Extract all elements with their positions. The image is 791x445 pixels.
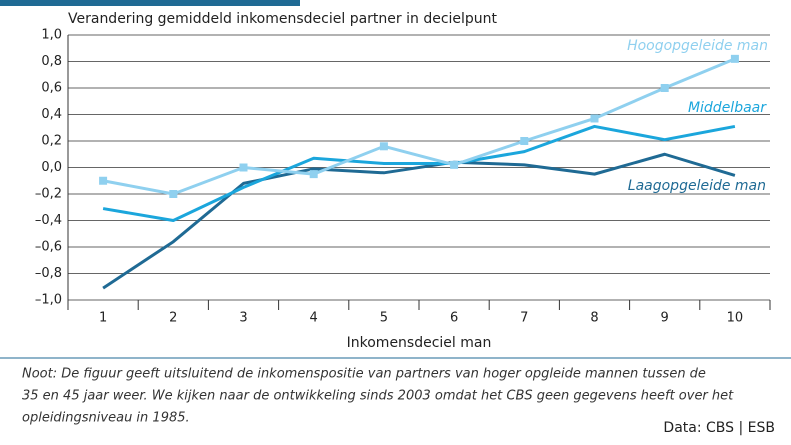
x-tick-label: 2 — [169, 311, 177, 326]
x-tick-label: 3 — [239, 311, 247, 326]
point — [730, 54, 739, 63]
point — [309, 170, 318, 179]
series-label: Middelbaar — [688, 100, 767, 116]
y-tick-label: 1,0 — [41, 28, 62, 43]
y-tick-label: –1,0 — [35, 293, 62, 308]
y-tick-label: –0,8 — [35, 266, 62, 281]
y-tick-label: 0,6 — [41, 81, 62, 96]
point — [520, 137, 529, 145]
y-tick-label: 0,4 — [41, 107, 62, 122]
series-label: Laagopgeleide man — [628, 178, 766, 194]
series-line — [102, 124, 736, 222]
x-tick-label: 9 — [661, 311, 669, 326]
y-tick-label: 0,8 — [41, 54, 62, 69]
point — [169, 190, 178, 198]
header-band — [0, 0, 300, 6]
series-line — [102, 57, 736, 196]
x-tick-label: 10 — [727, 311, 744, 326]
x-tick-label: 4 — [310, 311, 318, 326]
note-line: opleidingsniveau in 1985. — [22, 411, 190, 426]
y-tick-label: 0,2 — [41, 134, 62, 149]
y-tick-label: –0,4 — [35, 213, 62, 228]
point — [239, 163, 248, 172]
x-tick-label: 8 — [590, 311, 598, 326]
x-tick-label: 5 — [380, 311, 388, 326]
series-label: Hoogopgeleide man — [627, 38, 768, 54]
point — [450, 160, 459, 169]
y-tick-label: 0,0 — [41, 160, 62, 175]
x-tick-label: 7 — [520, 311, 528, 326]
y-tick-label: –0,6 — [35, 240, 62, 255]
x-axis-label: Inkomensdeciel man — [347, 335, 492, 351]
point — [99, 176, 108, 185]
x-tick-label: 1 — [99, 311, 107, 326]
note-line: Noot: De figuur geeft uitsluitend de ink… — [22, 367, 706, 382]
point — [660, 84, 669, 92]
x-tick-label: 6 — [450, 311, 458, 326]
source: Data: CBS | ESB — [663, 420, 775, 436]
y-axis-label: Verandering gemiddeld inkomensdeciel par… — [68, 11, 498, 27]
point — [590, 114, 599, 123]
point — [379, 142, 388, 151]
series-line — [102, 152, 736, 290]
y-tick-label: –0,2 — [35, 187, 62, 202]
note-line: 35 en 45 jaar weer. We kijken naar de on… — [22, 389, 734, 404]
